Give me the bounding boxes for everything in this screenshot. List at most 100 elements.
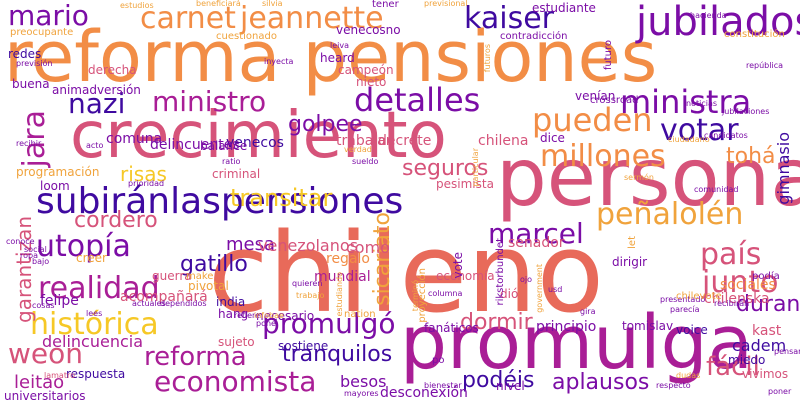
word-141: government (535, 264, 544, 313)
word-70: necesario (256, 309, 315, 323)
word-148: social (24, 245, 47, 254)
word-101: venecosno (336, 23, 401, 37)
word-151: prioridad (128, 179, 165, 188)
word-164: nation (344, 309, 376, 320)
word-155: trabajo (296, 291, 325, 300)
word-139: recibiran (714, 299, 750, 308)
word-78: respuesta (66, 367, 126, 381)
word-125: noticias (686, 99, 718, 108)
word-39: duran (736, 292, 800, 317)
word-106: estudiante (532, 1, 596, 15)
word-114: previsional (424, 0, 468, 8)
word-113: tener (372, 0, 399, 10)
word-112: silvia (262, 0, 283, 8)
word-157: poner (768, 387, 792, 396)
word-26: histórica (30, 307, 159, 342)
word-160: pone (256, 319, 276, 328)
word-159: refiere (234, 311, 261, 320)
word-64: mundial (314, 269, 371, 285)
word-168: usd (548, 285, 563, 294)
word-30: economista (154, 365, 317, 398)
word-34: fácil (706, 352, 760, 382)
word-59: desconexión (380, 385, 468, 400)
word-110: estudios (120, 1, 154, 10)
word-122: futuro (603, 40, 614, 71)
word-5: promulga (400, 300, 753, 386)
word-23: realidad (38, 271, 160, 306)
word-123: jubilaciones (722, 107, 770, 116)
word-72: sostiene (278, 339, 329, 353)
word-67: sociales (720, 277, 776, 293)
word-121: respecto (656, 381, 691, 390)
word-165: infobae (254, 311, 284, 320)
word-104: heard (320, 51, 355, 65)
word-8: carnet (140, 1, 236, 36)
word-97: redes (8, 47, 42, 61)
word-51: mesa (226, 234, 276, 255)
word-77: universitarios (4, 389, 86, 400)
word-140: rikstorbundet (495, 238, 506, 306)
word-35: transitar (230, 184, 333, 212)
word-162: cosas (32, 301, 55, 310)
word-138: presentado (660, 295, 706, 304)
word-85: guerra (152, 269, 192, 283)
word-38: sicariato (370, 212, 395, 306)
word-63: acompañará (120, 289, 208, 305)
word-146: quieren (292, 279, 323, 288)
word-46: decrete (378, 133, 432, 149)
word-129: estudiando (335, 272, 344, 317)
word-154: dependidos (160, 299, 207, 308)
word-131: previsión (16, 59, 53, 68)
word-22: peñalolén (596, 197, 744, 232)
word-2: chileno (208, 209, 605, 337)
word-32: podéis (462, 368, 535, 393)
word-3: persona (496, 131, 800, 224)
word-95: pesimista (436, 177, 494, 191)
word-93: loom (40, 179, 70, 193)
word-142: chilevote (676, 291, 722, 302)
word-137: podía (752, 271, 780, 282)
word-73: tomislav (622, 319, 674, 333)
word-7: jubilados (636, 0, 800, 45)
word-24: marcel (488, 217, 584, 250)
word-6: subiránlaspensiones (36, 181, 404, 222)
word-108: constitución (724, 29, 785, 40)
word-128: particular (471, 148, 480, 187)
word-120: bienestar (424, 381, 462, 390)
word-42: tohá (726, 144, 776, 169)
word-124: república (746, 61, 784, 70)
word-58: besos (340, 372, 387, 391)
word-171: sueldo (352, 157, 379, 166)
word-173: ropa (20, 251, 38, 260)
word-144: po (432, 355, 445, 366)
word-28: reforma (144, 342, 247, 372)
word-29: weon (8, 337, 84, 370)
word-88: nivel (496, 379, 525, 393)
word-50: risas (120, 162, 167, 186)
word-130: inyecta (264, 57, 294, 66)
word-10: kaiser (464, 1, 554, 36)
word-47: chilena (478, 133, 529, 149)
word-119: mayores (344, 389, 379, 398)
word-150: conoce (6, 237, 35, 246)
word-118: comunidad (694, 185, 739, 194)
word-136: ciudadano (668, 135, 710, 144)
word-25: junto (702, 265, 779, 300)
word-143: ojo (520, 275, 533, 284)
word-87: economía (436, 269, 495, 283)
word-115: hacienda (690, 11, 727, 20)
word-75: miedo (728, 353, 766, 367)
word-27: promulgó (262, 307, 396, 340)
word-117: sermón (624, 173, 654, 182)
word-169: gira (580, 307, 596, 316)
word-1: reforma pensiones (4, 16, 658, 98)
word-36: cordero (74, 208, 158, 233)
word-132: acto (86, 141, 104, 150)
word-14: detalles (354, 81, 481, 119)
word-15: ministra (620, 83, 752, 121)
word-82: pivotal (188, 279, 229, 293)
word-13: ministro (152, 85, 267, 118)
word-105: cuestionado (216, 31, 277, 42)
word-109: preocupante (10, 27, 74, 38)
